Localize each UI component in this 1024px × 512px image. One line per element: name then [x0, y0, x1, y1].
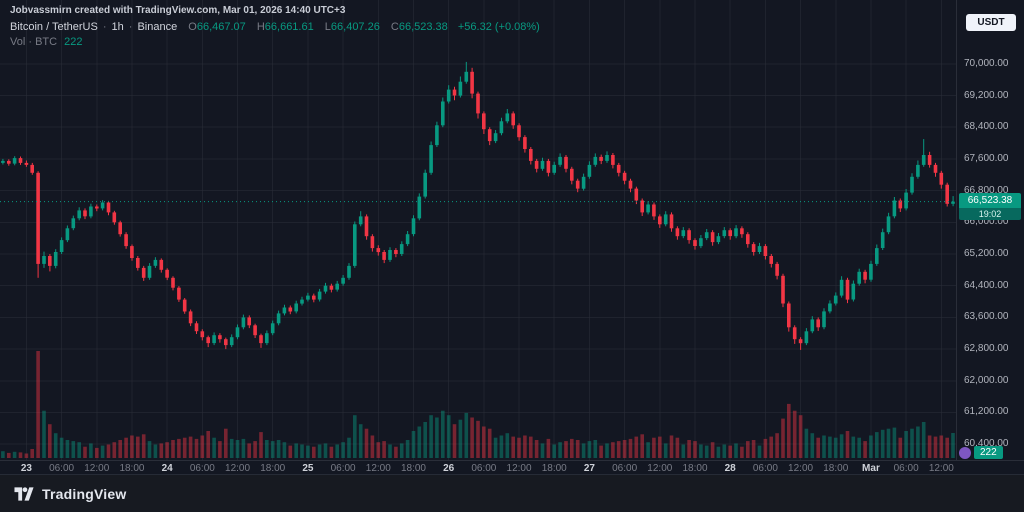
tradingview-logo-icon[interactable] [14, 486, 35, 502]
price-tick-label: 64,400.00 [964, 279, 1009, 291]
price-tick-label: 67,600.00 [964, 152, 1009, 164]
time-label-hour: 06:00 [49, 463, 75, 474]
change-value: +56.32 (+0.08%) [457, 21, 540, 33]
candle-series [1, 61, 955, 350]
high-label: H [256, 21, 265, 33]
price-tick-label: 63,600.00 [964, 311, 1009, 323]
price-scale[interactable]: USDT 70,000.00 69,200.00 68,400.00 67,600.0… [956, 0, 1024, 474]
interval-label[interactable]: 1h [111, 21, 124, 33]
time-label-hour: 06:00 [189, 463, 215, 474]
price-tick-label: 61,200.00 [964, 406, 1009, 418]
time-label-day: 25 [302, 463, 314, 474]
time-label-hour: 12:00 [84, 463, 110, 474]
time-label-day: 24 [161, 463, 173, 474]
time-label-day: 28 [724, 463, 736, 474]
grid [0, 0, 956, 460]
volume-axis-badge: 222 [974, 446, 1003, 459]
symbol-name[interactable]: Bitcoin / TetherUS [10, 21, 98, 33]
footer-bar: TradingView [0, 474, 1024, 512]
bar-countdown: 19:02 [959, 207, 1021, 220]
symbol-legend: Bitcoin / TetherUS · 1h · Binance O66,467.07… [10, 21, 540, 33]
price-tick-label: 69,200.00 [964, 89, 1009, 101]
time-label-day: Mar [862, 463, 880, 474]
volume-legend: Vol · BTC 222 [10, 36, 82, 48]
price-tick-label: 62,000.00 [964, 374, 1009, 386]
time-label-hour: 06:00 [752, 463, 778, 474]
last-price-value: 66,523.38 [959, 192, 1021, 208]
time-label-hour: 06:00 [893, 463, 919, 474]
close-label: C [390, 21, 399, 33]
indicator-dot-icon [959, 447, 971, 459]
price-tick-label: 60,400.00 [964, 438, 1009, 450]
time-label-hour: 12:00 [365, 463, 391, 474]
time-label-hour: 06:00 [471, 463, 497, 474]
price-tick-label: 66,000.00 [964, 216, 1009, 228]
price-tick-label: 65,200.00 [964, 248, 1009, 259]
time-label-hour: 06:00 [612, 463, 638, 474]
price-tick-label: 70,000.00 [964, 57, 1009, 69]
time-scale[interactable]: 23 06:00 12:00 18:00 24 06:00 12:00 18:00 25 06:0… [0, 460, 1024, 475]
currency-toggle-button[interactable]: USDT [966, 14, 1016, 31]
time-label-hour: 12:00 [928, 463, 954, 474]
price-tick-label: 62,800.00 [964, 343, 1009, 355]
time-label-hour: 18:00 [823, 463, 849, 474]
low-value: 66,407.26 [330, 21, 380, 33]
time-label-hour: 18:00 [260, 463, 286, 474]
time-label-hour: 12:00 [225, 463, 251, 474]
time-label-day: 23 [20, 463, 32, 474]
time-label-hour: 12:00 [647, 463, 673, 474]
time-label-day: 27 [583, 463, 595, 474]
exchange-label[interactable]: Binance [137, 21, 178, 33]
tradingview-wordmark[interactable]: TradingView [42, 485, 127, 502]
open-value: 66,467.07 [196, 21, 246, 33]
time-label-hour: 06:00 [330, 463, 356, 474]
open-label: O [188, 21, 197, 33]
time-label-hour: 18:00 [541, 463, 567, 474]
time-label-hour: 18:00 [682, 463, 708, 474]
legend-separator: · [102, 21, 107, 33]
time-label-hour: 18:00 [119, 463, 145, 474]
time-label-hour: 12:00 [788, 463, 814, 474]
snapshot-watermark: Jobvassmirn created with TradingView.com… [10, 5, 346, 16]
low-label: L [324, 21, 331, 33]
time-label-hour: 18:00 [400, 463, 426, 474]
volume-series [1, 351, 955, 458]
volume-value: 222 [64, 36, 83, 48]
time-label-day: 26 [443, 463, 455, 474]
high-value: 66,661.61 [264, 21, 314, 33]
close-value: 66,523.38 [398, 21, 448, 33]
time-label-hour: 12:00 [506, 463, 532, 474]
volume-indicator-label[interactable]: Vol · BTC [10, 36, 58, 48]
price-tick-label: 66,800.00 [964, 184, 1009, 196]
legend-separator: · [128, 21, 133, 33]
price-tick-label: 68,400.00 [964, 121, 1009, 133]
chart-pane[interactable] [0, 0, 956, 474]
last-price-badge: 66,523.38 19:02 [959, 192, 1021, 220]
